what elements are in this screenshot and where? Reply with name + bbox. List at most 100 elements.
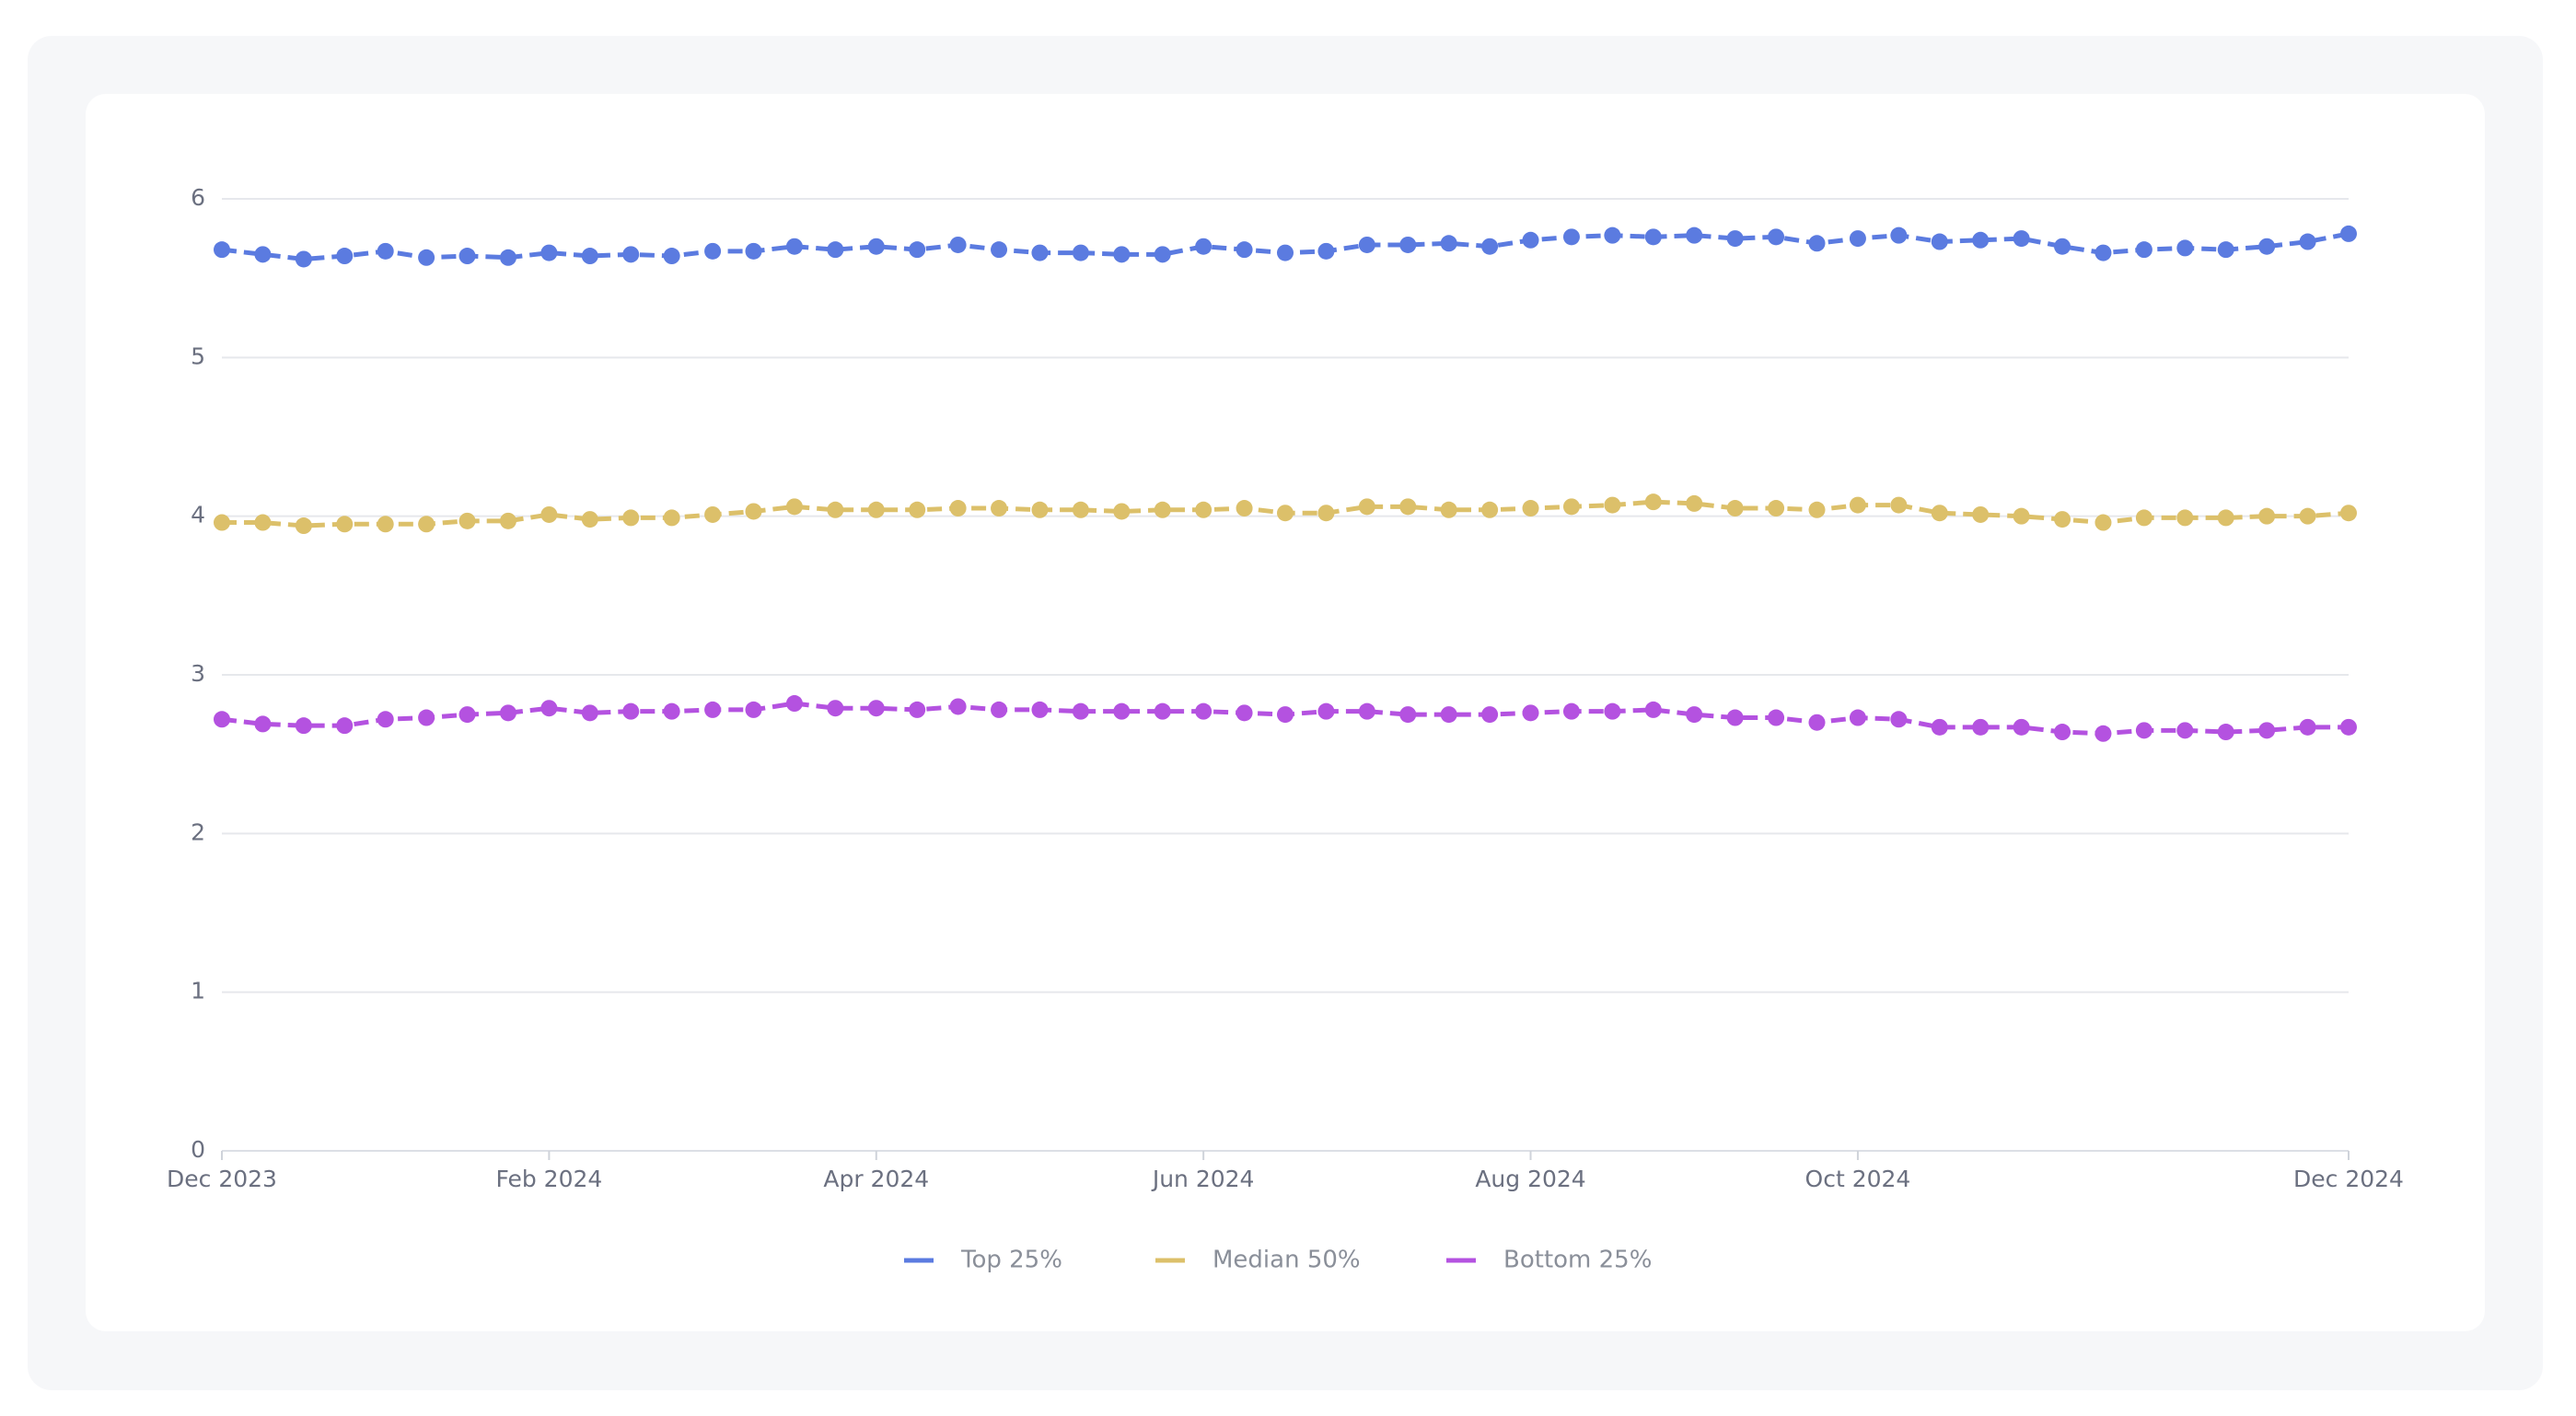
data-point [295,517,312,535]
data-point [949,500,967,517]
data-point [1481,706,1499,724]
data-point [2258,507,2276,525]
data-point [1317,702,1335,720]
data-point [2176,722,2194,739]
data-point [581,511,598,528]
x-tick-label: Feb 2024 [495,1166,602,1192]
legend-label: Bottom 25% [1503,1247,1652,1274]
data-point [745,503,762,520]
data-point [2054,238,2071,255]
data-point [2013,230,2030,248]
data-point [1277,505,1294,522]
data-point [867,501,885,518]
data-point [1726,230,1744,248]
data-point [336,717,354,735]
data-point [1031,701,1049,718]
data-point [1399,498,1417,516]
y-tick-label: 4 [191,502,205,528]
data-point [2135,241,2152,259]
data-point [909,241,926,259]
data-point [2135,509,2152,527]
data-point [1972,231,1990,249]
data-point [785,695,803,713]
data-point [254,715,272,733]
data-point [1644,701,1662,718]
x-tick-label: Apr 2024 [823,1166,929,1192]
data-point [1154,501,1171,518]
data-point [2299,718,2316,736]
data-point [1522,704,1539,722]
data-point [1440,706,1457,724]
data-point [1113,503,1131,520]
data-point [254,514,272,531]
data-point [499,704,516,722]
data-point [1113,702,1131,720]
data-point [663,509,680,527]
data-point [622,702,640,720]
data-point [909,501,926,518]
data-point [1562,228,1580,246]
data-point [1440,235,1457,252]
data-point [1031,501,1049,518]
data-point [1644,228,1662,246]
data-point [499,249,516,266]
data-point [2013,507,2030,525]
data-point [2094,725,2112,742]
data-point [1849,709,1866,726]
data-point [377,516,394,533]
data-point [1768,228,1785,246]
data-point [1768,500,1785,517]
data-point [1358,236,1375,253]
data-point [2054,511,2071,528]
data-point [214,514,230,531]
data-point [1154,246,1171,263]
data-point [1849,230,1866,248]
data-point [499,512,516,529]
data-point [1154,702,1171,720]
data-point [1931,233,1948,250]
data-point [1726,500,1744,517]
y-tick-label: 3 [191,660,205,687]
data-point [418,516,435,533]
data-point [745,701,762,718]
data-point [867,700,885,717]
data-point [1972,505,1990,523]
data-point [1972,718,1990,736]
data-point [1072,702,1089,720]
data-point [377,711,394,728]
data-point [1890,496,1908,514]
x-tick-label: Oct 2024 [1805,1166,1911,1192]
data-point [1931,718,1948,736]
data-point [418,709,435,726]
data-point [2299,233,2316,250]
data-point [827,241,844,259]
data-point [1277,244,1294,261]
data-point [2135,722,2152,739]
data-point [663,248,680,265]
data-point [867,238,885,255]
data-point [336,248,354,265]
data-point [1358,702,1375,720]
data-point [1686,494,1703,512]
data-point [1236,241,1253,259]
data-point [458,248,476,265]
data-point [540,700,558,717]
data-point [949,698,967,715]
data-point [663,702,680,720]
data-point [1522,500,1539,517]
data-point [458,512,476,529]
x-tick-label: Aug 2024 [1475,1166,1585,1192]
data-point [1399,236,1417,253]
y-tick-label: 1 [191,978,205,1004]
data-point [1031,244,1049,261]
data-point [949,236,967,253]
data-point [1317,242,1335,260]
data-point [1277,706,1294,724]
data-point [2217,509,2234,527]
data-point [1358,498,1375,516]
data-point [2258,238,2276,255]
data-point [704,701,722,718]
data-point [1808,501,1826,518]
data-point [1931,505,1948,522]
